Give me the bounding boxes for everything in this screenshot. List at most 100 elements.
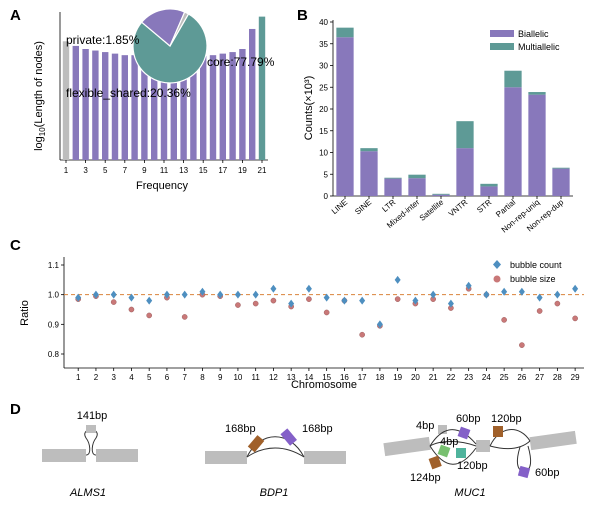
muc1-label-2: 120bp <box>491 413 522 425</box>
point-bubble-count-chr29 <box>572 284 579 293</box>
point-bubble-count-chr1 <box>75 293 82 302</box>
point-bubble-size-chr27 <box>536 308 543 314</box>
point-bubble-size-chr26 <box>519 342 525 348</box>
point-bubble-size-chr11 <box>252 300 259 307</box>
panel-b-x-tick-label: STR <box>475 197 493 214</box>
point-bubble-count-chr19 <box>394 275 401 284</box>
panel-letter-d: D <box>10 401 21 418</box>
panel-c-x-tick-label: 23 <box>464 373 473 382</box>
point-bubble-size-chr29 <box>572 315 578 322</box>
panel-letter-b: B <box>297 7 308 24</box>
point-bubble-size-chr12 <box>270 297 277 304</box>
panel-b-ylabel: Counts(×10³) <box>303 76 315 141</box>
panel-c-x-tick-label: 11 <box>252 373 261 382</box>
panel-a-x-tick-label: 13 <box>179 166 188 175</box>
muc1-label-4: 120bp <box>457 460 488 472</box>
panel-a-x-tick-label: 11 <box>160 166 169 175</box>
point-bubble-count-chr4 <box>128 293 135 302</box>
bar-biallelic-sine <box>360 151 378 196</box>
bar-frequency-6 <box>111 53 119 160</box>
gene-muc1: MUC1 <box>454 487 485 499</box>
bar-multiallelic-satellite <box>432 193 450 195</box>
panel-a-x-tick-label: 7 <box>123 166 128 175</box>
bar-frequency-3 <box>82 49 89 160</box>
bdp1-label-right: 168bp <box>302 423 333 435</box>
panel-c-x-tick-label: 25 <box>500 373 509 382</box>
legend-label-biallelic: Biallelic <box>518 29 549 39</box>
panel-b-y-tick-label: 40 <box>319 18 328 27</box>
point-bubble-count-chr15 <box>323 293 330 302</box>
panel-a-x-tick-label: 21 <box>258 166 267 175</box>
panel-letter-a: A <box>10 7 21 24</box>
panel-b-y-tick-label: 30 <box>319 62 328 71</box>
point-bubble-count-chr26 <box>518 287 525 296</box>
point-bubble-size-chr7 <box>181 314 188 320</box>
panel-a-ylabel-sub: 10 <box>38 127 47 136</box>
panel-a-chart: 1 3 5 7 9 11 13 15 17 19 21 private:1.85% core:77.… <box>33 8 275 192</box>
panel-c-x-tick-label: 17 <box>358 373 367 382</box>
bar-frequency-15 <box>200 55 207 160</box>
panel-a-x-tick-label: 5 <box>103 166 108 175</box>
point-bubble-count-chr14 <box>305 284 312 293</box>
muc1-node-brown-bottom <box>428 455 442 470</box>
panel-a-ylabel: log10(Length of nodes) <box>33 41 47 151</box>
bar-biallelic-partial <box>504 87 522 196</box>
panel-c-y-tick-label: 1.1 <box>48 261 60 270</box>
panel-a-x-tick-label: 3 <box>83 166 88 175</box>
muc1-top-small-node <box>438 425 447 434</box>
point-bubble-count-chr24 <box>483 290 490 299</box>
point-bubble-size-chr4 <box>128 306 135 313</box>
panel-b-y-tick-label: 0 <box>324 192 329 201</box>
point-bubble-count-chr16 <box>341 296 348 305</box>
panel-c-x-tick-label: 14 <box>304 373 313 382</box>
bar-multiallelic-sine <box>360 148 378 152</box>
panel-a-ylabel-base: log <box>33 136 45 151</box>
bdp1-left-segment <box>205 451 247 464</box>
bar-biallelic-vntr <box>456 148 474 196</box>
panel-c-x-tick-label: 5 <box>147 373 152 382</box>
muc1-label-3: 4bp <box>440 436 458 448</box>
bar-multiallelic-partial <box>504 70 522 88</box>
bar-multiallelic-ltr <box>384 177 402 179</box>
gene-alms1: ALMS1 <box>69 487 106 499</box>
bar-frequency-14 <box>190 56 197 161</box>
muc1-middle-node <box>476 440 490 452</box>
legend-marker-bubble-size <box>493 275 501 283</box>
point-bubble-count-chr10 <box>234 290 241 299</box>
muc1-label-6: 60bp <box>535 467 559 479</box>
bar-frequency-16 <box>209 55 217 160</box>
panel-c-x-tick-label: 29 <box>571 373 580 382</box>
muc1-right-segment <box>529 430 577 451</box>
panel-c-y-tick-label: 0.8 <box>48 350 60 359</box>
bar-biallelic-satellite <box>432 194 450 196</box>
panel-c-x-tick-label: 7 <box>182 373 187 382</box>
bar-multiallelic-str <box>480 183 498 187</box>
point-bubble-count-chr20 <box>412 296 419 305</box>
point-bubble-count-chr8 <box>199 287 206 296</box>
panel-b-y-tick-label: 25 <box>319 83 328 92</box>
point-bubble-size-chr14 <box>306 296 312 302</box>
muc1-node-green <box>437 444 451 458</box>
legend-swatch-biallelic <box>490 30 514 37</box>
bar-frequency-5 <box>102 52 109 161</box>
panel-b-x-tick-label: VNTR <box>447 197 470 218</box>
point-bubble-count-chr5 <box>146 296 153 305</box>
point-bubble-count-chr23 <box>465 281 472 290</box>
panel-c-x-tick-label: 19 <box>393 373 402 382</box>
point-bubble-count-chr6 <box>163 290 170 299</box>
panel-c-chart: 0.80.91.01.1 1 2 3 4 5 6 7 8 9 10 11 12 13 14 15 16 17 18… <box>19 257 584 391</box>
annotation-flexible: flexible_shared:20.36% <box>66 86 191 100</box>
panel-c-x-tick-label: 20 <box>411 373 420 382</box>
bar-frequency-19 <box>239 49 246 160</box>
bdp1-right-segment <box>304 451 346 464</box>
panel-b-x-tick-label: LTR <box>380 198 397 214</box>
bar-multiallelic-vntr <box>456 121 474 149</box>
point-bubble-count-chr12 <box>270 284 277 293</box>
point-bubble-size-chr25 <box>501 317 507 323</box>
point-bubble-count-chr28 <box>554 290 561 299</box>
panel-c-x-tick-label: 15 <box>322 373 331 382</box>
bar-frequency-12 <box>170 56 177 161</box>
bdp1-arc-outer <box>246 436 305 458</box>
muc1-label-5: 124bp <box>410 472 441 484</box>
